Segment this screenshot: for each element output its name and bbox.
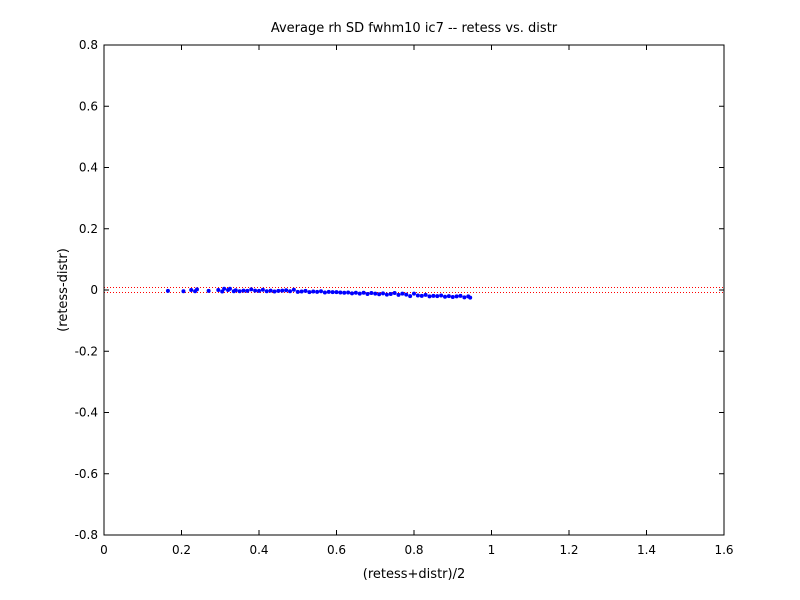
x-tick-label: 1.6 bbox=[714, 543, 733, 557]
data-point bbox=[299, 289, 304, 294]
data-point bbox=[222, 286, 227, 291]
data-point bbox=[291, 287, 296, 292]
data-point bbox=[322, 290, 327, 295]
data-point bbox=[342, 290, 347, 295]
data-point bbox=[404, 292, 409, 297]
y-tick-label: 0 bbox=[90, 283, 98, 297]
data-point bbox=[353, 290, 358, 295]
x-tick-label: 0.4 bbox=[249, 543, 268, 557]
data-point bbox=[369, 291, 374, 296]
data-point bbox=[454, 294, 459, 299]
data-point bbox=[307, 290, 312, 295]
data-point bbox=[357, 291, 362, 296]
data-point bbox=[334, 290, 339, 295]
plot-area-frame bbox=[103, 44, 725, 536]
data-point bbox=[377, 292, 382, 297]
data-point bbox=[253, 288, 258, 293]
y-tick-labels: -0.8 -0.6 -0.4 -0.2 0 0.2 0.4 0.6 0.8 bbox=[75, 38, 98, 542]
x-tick-label: 1.4 bbox=[637, 543, 656, 557]
x-tick-label: 0.8 bbox=[404, 543, 423, 557]
data-point bbox=[303, 288, 308, 293]
data-point bbox=[415, 293, 420, 298]
data-point bbox=[381, 291, 385, 296]
data-point bbox=[350, 291, 354, 296]
data-point bbox=[189, 288, 194, 292]
data-point bbox=[272, 289, 277, 294]
data-point bbox=[443, 294, 447, 299]
data-point bbox=[384, 292, 389, 297]
data-point bbox=[338, 290, 343, 295]
data-point bbox=[419, 293, 424, 298]
x-axis-label: (retess+distr)/2 bbox=[363, 567, 465, 582]
y-tick-label: 0.6 bbox=[79, 99, 98, 113]
data-point bbox=[388, 291, 393, 296]
data-point bbox=[237, 289, 242, 294]
data-point bbox=[268, 288, 273, 293]
data-point bbox=[216, 288, 221, 292]
data-point bbox=[319, 289, 323, 294]
data-point bbox=[423, 292, 428, 297]
data-point bbox=[315, 289, 320, 294]
data-point bbox=[326, 289, 331, 294]
data-point bbox=[431, 293, 436, 298]
data-point bbox=[408, 294, 413, 299]
data-point bbox=[373, 291, 378, 296]
data-point bbox=[468, 295, 473, 300]
data-points bbox=[165, 286, 473, 300]
x-tick-label: 0.2 bbox=[172, 543, 191, 557]
data-point bbox=[280, 288, 285, 293]
y-tick-label: -0.8 bbox=[75, 528, 98, 542]
data-point bbox=[181, 289, 186, 294]
chart-title: Average rh SD fwhm10 ic7 -- retess vs. d… bbox=[271, 21, 558, 36]
data-point bbox=[233, 288, 238, 293]
data-point bbox=[284, 288, 289, 293]
data-point bbox=[400, 291, 405, 296]
y-tick-label: -0.4 bbox=[75, 406, 98, 420]
data-point bbox=[257, 288, 261, 293]
x-tick-label: 1.2 bbox=[559, 543, 578, 557]
data-point bbox=[346, 290, 351, 295]
y-tick-label: 0.4 bbox=[79, 161, 98, 175]
x-tick-label: 1 bbox=[488, 543, 496, 557]
data-point bbox=[288, 289, 292, 294]
data-point bbox=[439, 293, 444, 298]
data-point bbox=[462, 295, 467, 300]
y-tick-label: 0.8 bbox=[79, 38, 98, 52]
data-point bbox=[264, 289, 269, 294]
data-point bbox=[412, 291, 416, 296]
data-point bbox=[295, 289, 300, 294]
data-point bbox=[249, 287, 254, 292]
data-point bbox=[392, 291, 397, 296]
data-point bbox=[276, 288, 281, 293]
data-point bbox=[435, 294, 440, 299]
x-tick-label: 0 bbox=[100, 543, 108, 557]
y-axis-label: (retess-distr) bbox=[56, 248, 71, 332]
data-point bbox=[450, 295, 455, 300]
data-point bbox=[227, 286, 232, 291]
data-point bbox=[241, 288, 246, 293]
data-point bbox=[458, 293, 463, 298]
data-point bbox=[396, 292, 401, 297]
data-point bbox=[165, 288, 170, 293]
data-point bbox=[260, 287, 265, 292]
x-tick-labels: 0 0.2 0.4 0.6 0.8 1 1.2 1.4 1.6 bbox=[100, 543, 733, 557]
y-tick-label: -0.2 bbox=[75, 344, 98, 358]
data-point bbox=[365, 291, 370, 296]
y-tick-label: -0.6 bbox=[75, 467, 98, 481]
data-point bbox=[206, 288, 211, 293]
data-point bbox=[446, 294, 451, 299]
data-point bbox=[427, 294, 432, 299]
data-point bbox=[330, 290, 335, 295]
data-point bbox=[195, 287, 199, 292]
data-point bbox=[311, 289, 316, 294]
x-tick-label: 0.6 bbox=[327, 543, 346, 557]
data-point bbox=[245, 288, 250, 293]
y-tick-label: 0.2 bbox=[79, 222, 98, 236]
data-point bbox=[361, 290, 366, 295]
